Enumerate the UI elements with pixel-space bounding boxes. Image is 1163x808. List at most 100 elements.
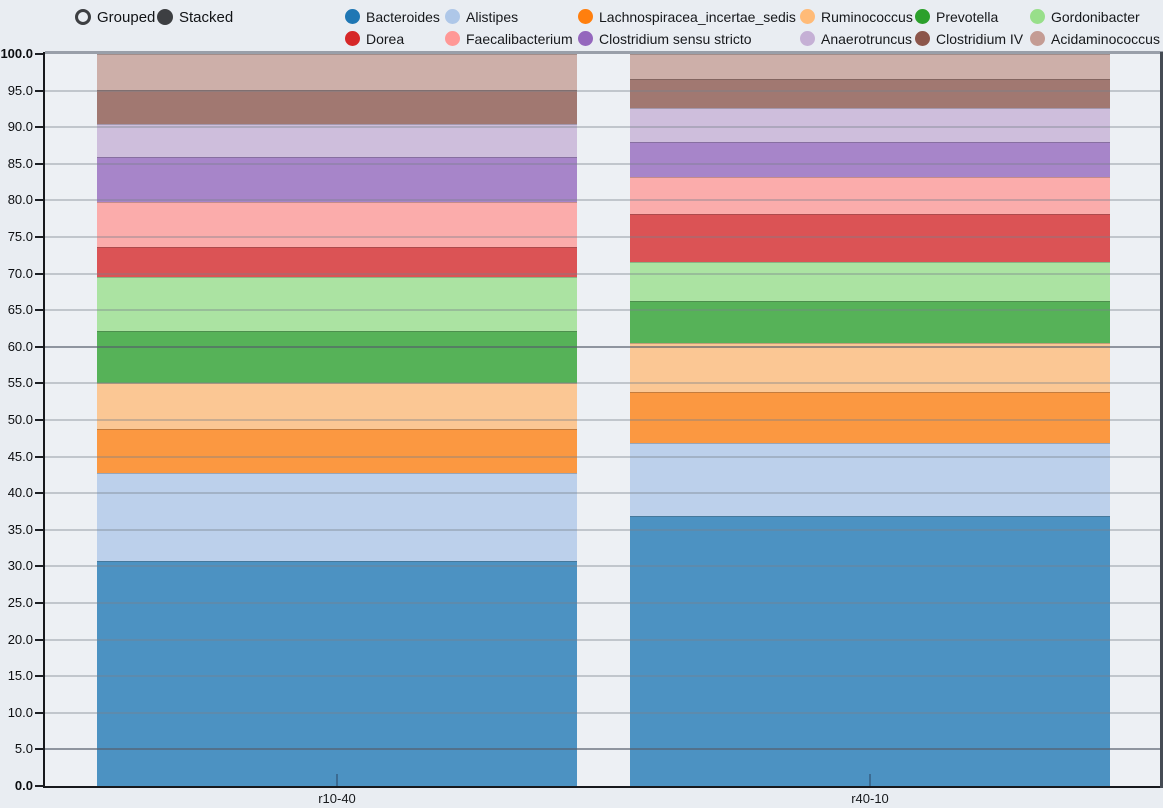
legend-color-dot-clostridium-sensu-stricto [578, 31, 593, 46]
x-tick-r40-10 [869, 774, 871, 786]
legend-color-dot-bacteroides [345, 9, 360, 24]
bar-r10-40-segment-dorea[interactable] [97, 247, 577, 278]
legend-label: Dorea [366, 30, 405, 47]
bar-r10-40-segment-anaerotruncus[interactable] [97, 123, 577, 158]
y-tick-70.0 [35, 272, 44, 275]
gridline-y-5.0 [45, 748, 1163, 751]
y-tick-label-80.0: 80.0 [7, 192, 33, 208]
legend-label: Bacteroides [366, 8, 440, 25]
y-tick-100.0 [35, 53, 44, 55]
legend-item-dorea[interactable]: Dorea [345, 30, 404, 47]
gridline-y-10.0 [45, 711, 1163, 714]
legend-item-faecalibacterium[interactable]: Faecalibacterium [445, 30, 573, 47]
bar-r40-10-segment-anaerotruncus[interactable] [630, 108, 1110, 142]
bar-r10-40-segment-acidaminococcus[interactable] [97, 54, 577, 90]
y-tick-80.0 [35, 199, 44, 202]
legend-label: Lachnospiracea_incertae_sedis [599, 8, 796, 25]
y-tick-15.0 [35, 675, 44, 678]
legend-item-prevotella[interactable]: Prevotella [915, 8, 998, 25]
bar-r10-40-segment-gordonibacter[interactable] [97, 277, 577, 332]
mode-option-stacked[interactable]: Stacked [157, 8, 233, 26]
y-tick-label-65.0: 65.0 [7, 302, 33, 318]
y-tick-label-35.0: 35.0 [7, 521, 33, 537]
legend-item-clostridium-iv[interactable]: Clostridium IV [915, 30, 1023, 47]
legend-color-dot-clostridium-iv [915, 31, 930, 46]
bar-r40-10-segment-clostridium-iv[interactable] [630, 78, 1110, 109]
legend-color-dot-acidaminococcus [1030, 31, 1045, 46]
bar-r40-10-segment-ruminococcus[interactable] [630, 343, 1110, 393]
y-tick-40.0 [35, 492, 44, 495]
bar-r40-10-segment-acidaminococcus[interactable] [630, 54, 1110, 79]
radio-selected-icon [157, 9, 173, 25]
legend-label: Clostridium IV [936, 30, 1024, 47]
bar-r40-10-segment-bacteroides[interactable] [630, 515, 1110, 786]
mode-option-grouped[interactable]: Grouped [75, 8, 155, 26]
legend-color-dot-dorea [345, 31, 360, 46]
legend-item-alistipes[interactable]: Alistipes [445, 8, 518, 25]
y-tick-label-70.0: 70.0 [7, 265, 33, 281]
y-tick-95.0 [35, 89, 44, 92]
legend-item-gordonibacter[interactable]: Gordonibacter [1030, 8, 1140, 25]
y-tick-label-50.0: 50.0 [7, 412, 33, 427]
gridline-y-70.0 [45, 272, 1163, 275]
gridline-y-45.0 [45, 455, 1163, 458]
bar-r10-40-segment-clostridium-sensu-stricto[interactable] [97, 157, 577, 202]
bar-r10-40-segment-faecalibacterium[interactable] [97, 201, 577, 248]
y-tick-label-95.0: 95.0 [7, 82, 33, 98]
gridline-y-55.0 [45, 382, 1163, 385]
y-tick-20.0 [35, 638, 44, 641]
y-tick-label-75.0: 75.0 [7, 229, 33, 244]
y-tick-label-25.0: 25.0 [7, 595, 33, 610]
mode-option-label: Grouped [97, 8, 156, 26]
bar-r40-10-segment-clostridium-sensu-stricto[interactable] [630, 141, 1110, 177]
bar-r10-40-segment-bacteroides[interactable] [97, 561, 577, 786]
y-tick-label-100.0: 100.0 [0, 46, 33, 61]
x-category-label-r10-40: r10-40 [318, 791, 356, 806]
legend-item-bacteroides[interactable]: Bacteroides [345, 8, 440, 25]
gridline-y-40.0 [45, 492, 1163, 495]
y-tick-65.0 [35, 309, 44, 312]
bar-r10-40-segment-lachnospiracea-incertae-sedis[interactable] [97, 428, 577, 474]
legend-label: Gordonibacter [1051, 8, 1140, 25]
bar-r40-10-segment-gordonibacter[interactable] [630, 261, 1110, 302]
bar-r40-10-segment-alistipes[interactable] [630, 442, 1110, 516]
bar-r10-40-segment-alistipes[interactable] [97, 473, 577, 562]
bar-r10-40-segment-ruminococcus[interactable] [97, 383, 577, 429]
bar-r40-10-segment-prevotella[interactable] [630, 301, 1110, 344]
gridline-y-90.0 [45, 126, 1163, 129]
legend-item-lachnospiracea-incertae-sedis[interactable]: Lachnospiracea_incertae_sedis [578, 8, 796, 25]
legend-label: Alistipes [466, 8, 519, 25]
legend-color-dot-anaerotruncus [800, 31, 815, 46]
y-tick-label-90.0: 90.0 [7, 119, 33, 135]
bar-r10-40-segment-prevotella[interactable] [97, 331, 577, 384]
legend-item-clostridium-sensu-stricto[interactable]: Clostridium sensu stricto [578, 30, 752, 47]
y-axis-line [43, 52, 45, 788]
y-tick-label-60.0: 60.0 [7, 338, 33, 354]
legend-item-ruminococcus[interactable]: Ruminococcus [800, 8, 913, 25]
legend-label: Acidaminococcus [1051, 30, 1160, 47]
gridline-y-60.0 [45, 345, 1163, 348]
bar-r40-10-segment-lachnospiracea-incertae-sedis[interactable] [630, 392, 1110, 443]
bar-r40-10-segment-dorea[interactable] [630, 213, 1110, 262]
x-category-label-r40-10: r40-10 [851, 791, 889, 806]
legend-label: Ruminococcus [821, 8, 913, 25]
y-tick-label-85.0: 85.0 [7, 155, 33, 171]
y-tick-25.0 [35, 602, 44, 604]
y-tick-label-20.0: 20.0 [7, 631, 33, 647]
gridline-y-85.0 [45, 162, 1163, 165]
legend-color-dot-prevotella [915, 9, 930, 24]
legend-color-dot-alistipes [445, 9, 460, 24]
legend-color-dot-faecalibacterium [445, 31, 460, 46]
gridline-y-50.0 [45, 419, 1163, 421]
legend-item-acidaminococcus[interactable]: Acidaminococcus [1030, 30, 1160, 47]
gridline-y-20.0 [45, 638, 1163, 641]
y-tick-10.0 [35, 711, 44, 714]
bar-r40-10-segment-faecalibacterium[interactable] [630, 176, 1110, 214]
plot-right-border [1160, 52, 1163, 788]
gridline-y-35.0 [45, 528, 1163, 531]
bar-r10-40-segment-clostridium-iv[interactable] [97, 89, 577, 124]
y-tick-label-0.0: 0.0 [14, 778, 33, 793]
legend-item-anaerotruncus[interactable]: Anaerotruncus [800, 30, 912, 47]
radio-unselected-icon [75, 9, 91, 25]
